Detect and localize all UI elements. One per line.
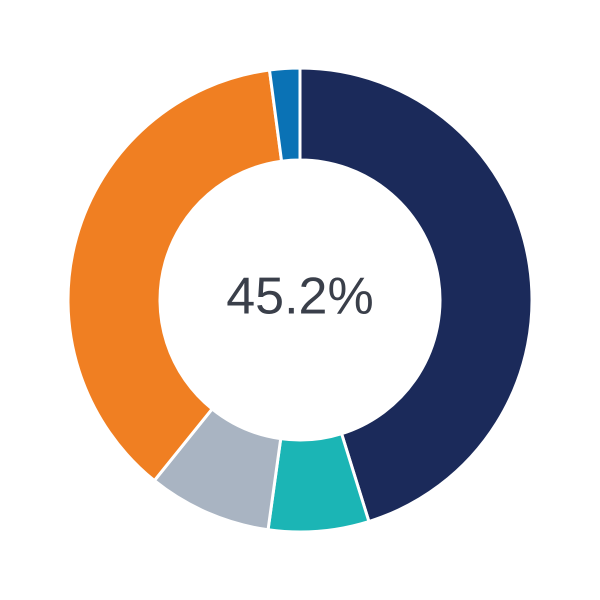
slice <box>298 66 534 524</box>
slices <box>66 66 534 534</box>
slice <box>66 68 284 483</box>
slice <box>267 66 302 163</box>
center-label: 45.2% <box>226 268 373 326</box>
